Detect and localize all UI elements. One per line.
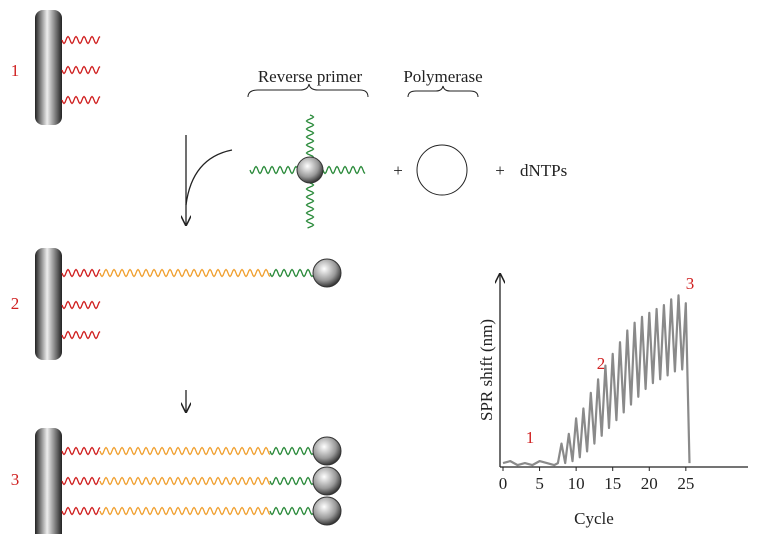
strand [269, 506, 314, 516]
step-label: 2 [11, 294, 20, 313]
strand [61, 95, 101, 105]
x-tick-label: 0 [499, 474, 508, 493]
step-label: 1 [11, 61, 20, 80]
strand [269, 476, 314, 486]
annotation: 2 [597, 354, 606, 373]
annotation: 1 [526, 428, 535, 447]
strand [61, 476, 101, 486]
reagent-label: Reverse primer [258, 67, 363, 86]
strand [305, 182, 315, 229]
strand [322, 165, 366, 175]
strand [99, 476, 271, 486]
strand [61, 35, 101, 45]
brace [407, 85, 479, 98]
y-axis-label: SPR shift (nm) [477, 319, 496, 421]
polymerase [416, 144, 468, 196]
plus: + [495, 161, 505, 180]
strand [61, 330, 101, 340]
strand [269, 268, 314, 278]
strand [61, 65, 101, 75]
strand [99, 506, 271, 516]
arrow-branch [185, 149, 233, 206]
spr-trace [502, 294, 691, 467]
strand [61, 446, 101, 456]
x-tick-label: 5 [535, 474, 544, 493]
bead [312, 258, 342, 288]
x-tick-label: 10 [568, 474, 585, 493]
reagent-label: Polymerase [403, 67, 482, 86]
surface [35, 428, 62, 534]
reagent-label: dNTPs [520, 161, 567, 180]
strand [61, 506, 101, 516]
x-tick-label: 25 [677, 474, 694, 493]
step-label: 3 [11, 470, 20, 489]
bead [296, 156, 324, 184]
chart: SPR shift (nm) Cycle 1 2 3 0 5 10 15 20 25 [477, 274, 748, 528]
plus: + [393, 161, 403, 180]
brace [247, 83, 369, 98]
strand [249, 165, 298, 175]
x-axis-label: Cycle [574, 509, 614, 528]
bead [312, 496, 342, 526]
surface [35, 10, 62, 125]
diagram: 1 2 3 Reverse primer Polymerase + + dNTP… [11, 10, 567, 534]
bead [312, 466, 342, 496]
strand [99, 446, 271, 456]
strand [61, 300, 101, 310]
x-tick-label: 20 [641, 474, 658, 493]
strand [305, 114, 315, 158]
strand [99, 268, 271, 278]
strand [61, 268, 101, 278]
bead [312, 436, 342, 466]
x-tick-label: 15 [604, 474, 621, 493]
strand [269, 446, 314, 456]
surface [35, 248, 62, 360]
annotation: 3 [686, 274, 695, 293]
